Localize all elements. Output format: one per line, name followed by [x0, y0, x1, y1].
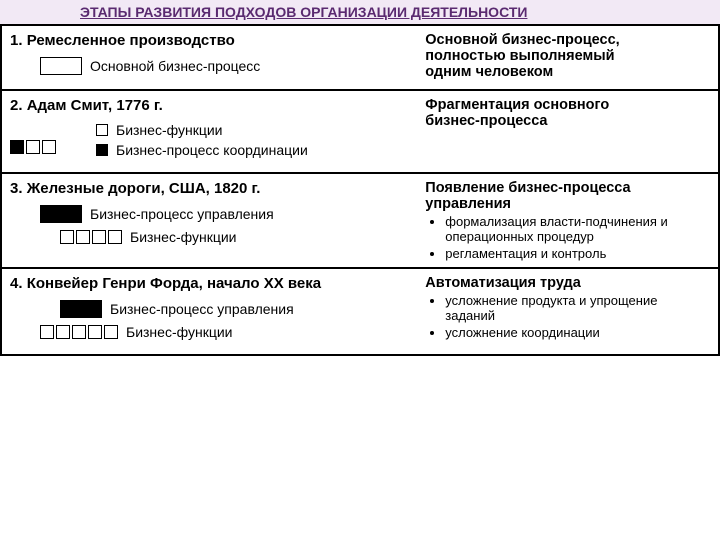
stage-num: 2.	[10, 97, 23, 114]
stage-row-4: 4. Конвейер Генри Форда, начало XX века …	[0, 269, 720, 356]
stage-row-2: 2. Адам Смит, 1776 г. Бизнес-функции Биз…	[0, 91, 720, 174]
square-outline-icon	[76, 230, 90, 244]
stage-left-2: 2. Адам Смит, 1776 г. Бизнес-функции Биз…	[2, 91, 417, 172]
diagram-item: Бизнес-процесс управления	[40, 205, 409, 223]
desc-line: Фрагментация основного	[425, 97, 609, 113]
bullet-item: усложнение координации	[445, 325, 710, 340]
diagram-item: Основной бизнес-процесс	[40, 57, 409, 75]
desc-title: Фрагментация основного бизнес-процесса	[425, 97, 710, 129]
stage-left-1: 1. Ремесленное производство Основной биз…	[2, 26, 417, 89]
diagram-label: Основной бизнес-процесс	[90, 58, 260, 74]
diagram-item: Бизнес-функции	[60, 229, 409, 245]
bullet-item: регламентация и контроль	[445, 246, 710, 261]
stage-name: Адам Смит, 1776 г.	[27, 97, 163, 114]
page-title: ЭТАПЫ РАЗВИТИЯ ПОДХОДОВ ОРГАНИЗАЦИИ ДЕЯТ…	[0, 0, 720, 26]
desc-title: Основной бизнес-процесс, полностью выпол…	[425, 32, 710, 80]
legend-label: Бизнес-функции	[116, 122, 222, 138]
diagram-label: Бизнес-функции	[130, 229, 236, 245]
stage-num: 1.	[10, 32, 23, 49]
square-outline-icon	[72, 325, 86, 339]
stage-num: 3.	[10, 180, 23, 197]
stage-left-4: 4. Конвейер Генри Форда, начало XX века …	[2, 269, 417, 354]
stage-title-1: 1. Ремесленное производство	[10, 32, 409, 49]
squares-row	[10, 140, 56, 154]
stage-row-3: 3. Железные дороги, США, 1820 г. Бизнес-…	[0, 174, 720, 269]
stage-right-3: Появление бизнес-процесса управления фор…	[417, 174, 718, 267]
bullet-item: формализация власти-подчинения и операци…	[445, 214, 710, 244]
square-outline-icon	[26, 140, 40, 154]
stage-title-3: 3. Железные дороги, США, 1820 г.	[10, 180, 409, 197]
diagram-item: Бизнес-функции	[40, 324, 409, 340]
rect-outline-icon	[40, 57, 82, 75]
rect-fill-icon	[40, 205, 82, 223]
desc-line: полностью выполняемый	[425, 48, 614, 64]
square-outline-icon	[104, 325, 118, 339]
stage-name: Ремесленное производство	[27, 32, 235, 49]
desc-line: управления	[425, 196, 511, 212]
desc-line: Появление бизнес-процесса	[425, 180, 630, 196]
stage-name: Железные дороги, США, 1820 г.	[27, 180, 261, 197]
stage-num: 4.	[10, 275, 23, 292]
square-outline-icon	[60, 230, 74, 244]
squares-row	[40, 325, 118, 339]
square-outline-icon	[88, 325, 102, 339]
legend-group: Бизнес-функции Бизнес-процесс координаци…	[96, 122, 308, 162]
square-filled-icon	[10, 140, 24, 154]
legend-item: Бизнес-функции	[96, 122, 308, 138]
square-outline-icon	[108, 230, 122, 244]
diagram-item: Бизнес-процесс управления	[60, 300, 409, 318]
desc-line: бизнес-процесса	[425, 113, 547, 129]
legend-label: Бизнес-процесс координации	[116, 142, 308, 158]
diagram-label: Бизнес-процесс управления	[110, 301, 294, 317]
stage-right-1: Основной бизнес-процесс, полностью выпол…	[417, 26, 718, 89]
diagram-label: Бизнес-функции	[126, 324, 232, 340]
stage-right-2: Фрагментация основного бизнес-процесса	[417, 91, 718, 172]
diagram-label: Бизнес-процесс управления	[90, 206, 274, 222]
desc-title: Автоматизация труда	[425, 275, 710, 291]
stage-title-2: 2. Адам Смит, 1776 г.	[10, 97, 409, 114]
desc-line: Автоматизация труда	[425, 275, 581, 291]
desc-line: одним человеком	[425, 64, 553, 80]
square-outline-icon	[56, 325, 70, 339]
legend-item: Бизнес-процесс координации	[96, 142, 308, 158]
squares-row	[60, 230, 122, 244]
square-filled-icon	[96, 144, 108, 156]
stage-right-4: Автоматизация труда усложнение продукта …	[417, 269, 718, 354]
bullet-list: усложнение продукта и упрощение заданий …	[445, 293, 710, 340]
desc-title: Появление бизнес-процесса управления	[425, 180, 710, 212]
desc-line: Основной бизнес-процесс,	[425, 32, 619, 48]
square-outline-icon	[40, 325, 54, 339]
stage-left-3: 3. Железные дороги, США, 1820 г. Бизнес-…	[2, 174, 417, 267]
rect-fill-icon	[60, 300, 102, 318]
square-outline-icon	[96, 124, 108, 136]
stage-name: Конвейер Генри Форда, начало XX века	[27, 275, 321, 292]
stage-title-4: 4. Конвейер Генри Форда, начало XX века	[10, 275, 409, 292]
square-outline-icon	[42, 140, 56, 154]
bullet-item: усложнение продукта и упрощение заданий	[445, 293, 710, 323]
stage-row-1: 1. Ремесленное производство Основной биз…	[0, 26, 720, 91]
square-outline-icon	[92, 230, 106, 244]
bullet-list: формализация власти-подчинения и операци…	[445, 214, 710, 261]
